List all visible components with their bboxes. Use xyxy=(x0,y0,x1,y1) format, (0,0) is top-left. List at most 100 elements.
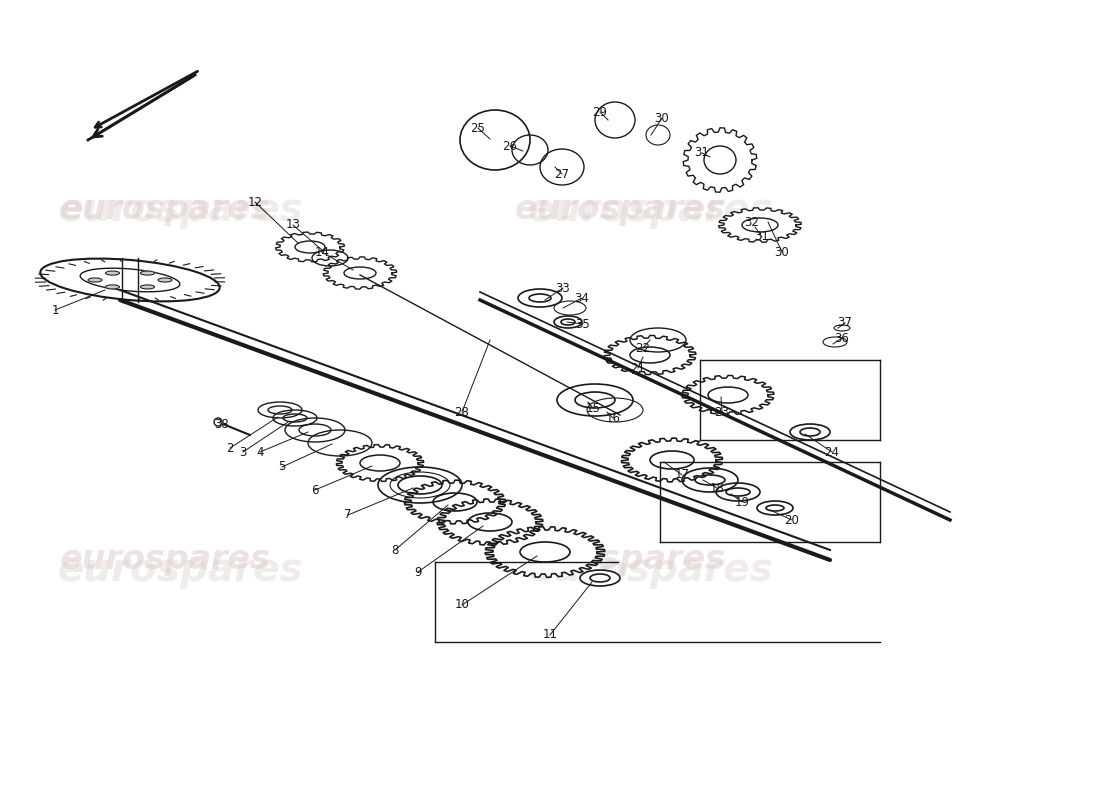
Ellipse shape xyxy=(41,258,220,302)
Text: 8: 8 xyxy=(392,543,398,557)
Text: 34: 34 xyxy=(574,291,590,305)
Text: 15: 15 xyxy=(585,402,601,414)
Ellipse shape xyxy=(390,472,450,498)
Text: eurospares: eurospares xyxy=(515,194,726,226)
Text: 30: 30 xyxy=(774,246,790,258)
Ellipse shape xyxy=(630,328,686,352)
Ellipse shape xyxy=(595,102,635,138)
Ellipse shape xyxy=(295,241,324,253)
Ellipse shape xyxy=(540,149,584,185)
Text: 10: 10 xyxy=(454,598,470,611)
Ellipse shape xyxy=(561,319,575,325)
Circle shape xyxy=(214,418,222,426)
Ellipse shape xyxy=(682,468,738,492)
Text: eurospares: eurospares xyxy=(527,191,773,229)
Ellipse shape xyxy=(518,289,562,307)
Ellipse shape xyxy=(630,347,670,363)
Text: 36: 36 xyxy=(835,331,849,345)
Ellipse shape xyxy=(529,294,551,302)
Ellipse shape xyxy=(716,483,760,501)
Text: 7: 7 xyxy=(344,509,352,522)
Ellipse shape xyxy=(554,316,582,328)
Text: eurospares: eurospares xyxy=(59,543,271,577)
Text: 6: 6 xyxy=(311,483,319,497)
Text: 31: 31 xyxy=(694,146,710,159)
Ellipse shape xyxy=(512,135,548,165)
Polygon shape xyxy=(718,208,802,242)
Ellipse shape xyxy=(360,455,400,471)
Text: 17: 17 xyxy=(674,469,690,482)
Text: 24: 24 xyxy=(825,446,839,458)
Text: 22: 22 xyxy=(636,342,650,354)
Text: 12: 12 xyxy=(248,195,263,209)
Ellipse shape xyxy=(708,387,748,403)
Ellipse shape xyxy=(834,325,850,331)
Text: 19: 19 xyxy=(735,495,749,509)
Text: eurospares: eurospares xyxy=(59,194,271,226)
Ellipse shape xyxy=(344,267,376,279)
Ellipse shape xyxy=(800,428,820,436)
Text: 5: 5 xyxy=(278,461,286,474)
Text: 28: 28 xyxy=(454,406,470,418)
Ellipse shape xyxy=(557,384,632,416)
Text: 32: 32 xyxy=(745,215,759,229)
Ellipse shape xyxy=(273,410,317,426)
Ellipse shape xyxy=(823,337,847,347)
Ellipse shape xyxy=(378,467,462,503)
Ellipse shape xyxy=(587,398,643,422)
Polygon shape xyxy=(485,526,605,578)
Text: eurospares: eurospares xyxy=(515,543,726,577)
Text: 16: 16 xyxy=(605,411,620,425)
Text: 29: 29 xyxy=(593,106,607,118)
Text: 11: 11 xyxy=(542,629,558,642)
Ellipse shape xyxy=(268,406,292,414)
Polygon shape xyxy=(621,438,723,482)
Polygon shape xyxy=(604,335,696,374)
Text: eurospares: eurospares xyxy=(57,551,303,589)
Ellipse shape xyxy=(695,475,725,485)
Text: 35: 35 xyxy=(575,318,591,330)
Polygon shape xyxy=(276,232,344,262)
Text: 33: 33 xyxy=(556,282,571,294)
Ellipse shape xyxy=(580,570,620,586)
Ellipse shape xyxy=(106,285,120,289)
Polygon shape xyxy=(337,445,424,482)
Ellipse shape xyxy=(80,268,179,292)
Polygon shape xyxy=(437,499,543,545)
Ellipse shape xyxy=(790,424,830,440)
Text: 3: 3 xyxy=(240,446,246,458)
Text: 21: 21 xyxy=(630,362,646,374)
Ellipse shape xyxy=(141,285,154,289)
Polygon shape xyxy=(405,480,506,524)
Text: 1: 1 xyxy=(52,303,58,317)
Ellipse shape xyxy=(258,402,303,418)
Polygon shape xyxy=(682,375,774,414)
Ellipse shape xyxy=(398,476,442,494)
Polygon shape xyxy=(323,257,397,289)
Ellipse shape xyxy=(106,271,120,275)
Ellipse shape xyxy=(575,392,615,408)
Ellipse shape xyxy=(312,250,348,266)
Text: 25: 25 xyxy=(471,122,485,134)
Text: 4: 4 xyxy=(256,446,264,458)
Text: 2: 2 xyxy=(227,442,233,454)
Ellipse shape xyxy=(554,301,586,315)
Ellipse shape xyxy=(757,501,793,515)
Text: eurospares: eurospares xyxy=(527,551,773,589)
Ellipse shape xyxy=(742,218,778,232)
Ellipse shape xyxy=(283,414,307,422)
Text: 9: 9 xyxy=(415,566,421,578)
Polygon shape xyxy=(683,128,757,192)
Text: 20: 20 xyxy=(784,514,800,526)
Ellipse shape xyxy=(646,125,670,145)
Text: 27: 27 xyxy=(554,167,570,181)
Ellipse shape xyxy=(468,513,512,531)
Ellipse shape xyxy=(285,418,345,442)
Ellipse shape xyxy=(88,278,102,282)
Text: eurospares: eurospares xyxy=(57,191,303,229)
Text: 14: 14 xyxy=(315,246,330,258)
Ellipse shape xyxy=(299,424,331,436)
Ellipse shape xyxy=(650,451,694,469)
Ellipse shape xyxy=(726,488,750,496)
Text: 37: 37 xyxy=(837,317,852,330)
